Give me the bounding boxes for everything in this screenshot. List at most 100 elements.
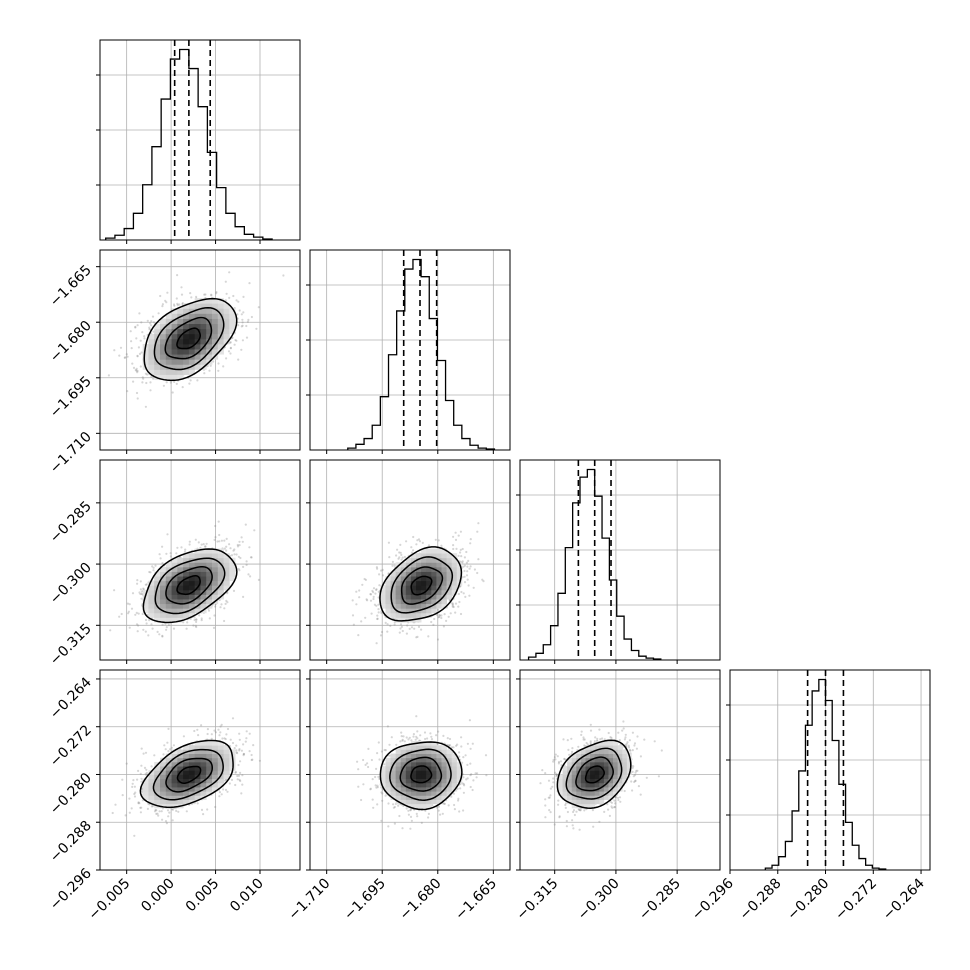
- sample-point: [188, 540, 191, 543]
- density-cell: [183, 566, 190, 572]
- density-cell: [177, 328, 184, 335]
- sample-point: [437, 539, 440, 542]
- sample-point: [241, 324, 244, 327]
- density-cell: [436, 799, 442, 805]
- density-cell: [410, 753, 417, 759]
- density-cell: [217, 585, 224, 591]
- density-cell: [229, 313, 236, 319]
- sample-point: [146, 319, 149, 322]
- sample-point: [175, 382, 178, 385]
- panel-3-0: −0.296−0.288−0.280−0.272−0.264−0.005 0.00…: [47, 669, 301, 923]
- density-cell: [200, 594, 207, 600]
- sample-point: [570, 737, 573, 740]
- density-cell: [160, 364, 167, 370]
- sample-point: [216, 540, 219, 543]
- sample-point: [121, 794, 124, 797]
- density-cell: [206, 571, 213, 577]
- density-cell: [142, 795, 149, 800]
- sample-point: [555, 773, 558, 776]
- density-cell: [436, 753, 442, 759]
- sample-point: [377, 775, 380, 779]
- sample-point: [206, 808, 209, 811]
- sample-point: [158, 633, 161, 636]
- density-cell: [160, 594, 167, 600]
- sample-point: [142, 752, 145, 755]
- density-cell: [194, 745, 201, 750]
- sample-point: [415, 715, 418, 718]
- sample-point: [138, 312, 141, 315]
- sample-point: [152, 377, 155, 380]
- sample-point: [466, 777, 469, 780]
- density-cell: [188, 576, 196, 582]
- density-cell: [426, 599, 432, 605]
- sample-point: [215, 292, 218, 295]
- sample-point: [197, 734, 200, 737]
- density-cell: [405, 566, 412, 572]
- density-cell: [416, 782, 422, 788]
- density-cell: [188, 580, 196, 586]
- sample-point: [236, 545, 240, 548]
- sample-point: [235, 751, 238, 754]
- sample-point: [168, 811, 171, 814]
- density-cell: [154, 349, 161, 355]
- density-cell: [206, 323, 213, 330]
- density-cell: [177, 374, 184, 381]
- sample-point: [633, 744, 636, 747]
- sample-point: [144, 405, 147, 408]
- density-cell: [416, 749, 422, 754]
- sample-point: [229, 547, 232, 550]
- density-cell: [410, 608, 417, 614]
- sample-point: [173, 304, 176, 307]
- sample-point: [451, 605, 454, 608]
- density-cell: [165, 770, 172, 775]
- density-cell: [183, 770, 190, 775]
- density-cell: [142, 787, 149, 792]
- sample-point: [238, 748, 241, 751]
- sample-point: [245, 730, 248, 733]
- sample-point: [631, 731, 635, 734]
- density-cell: [194, 354, 201, 360]
- sample-point: [436, 638, 440, 641]
- sample-point: [352, 623, 355, 626]
- sample-point: [440, 616, 443, 620]
- sample-point: [141, 331, 144, 334]
- density-cell: [456, 571, 463, 577]
- panel-frame: [99, 459, 301, 661]
- contour-3: [389, 748, 452, 801]
- sample-point: [145, 622, 148, 625]
- density-cell: [410, 576, 417, 582]
- sample-point: [463, 784, 466, 787]
- density-cell: [390, 778, 397, 784]
- density-cell: [148, 795, 155, 800]
- sample-point: [462, 756, 465, 759]
- density-cell: [194, 308, 201, 314]
- sample-point: [236, 774, 239, 778]
- sample-point: [219, 725, 222, 728]
- sample-point: [127, 612, 130, 615]
- sample-point: [137, 624, 140, 627]
- density-cell: [451, 562, 458, 568]
- density-cell: [451, 585, 458, 591]
- sample-point: [410, 819, 413, 822]
- sample-point: [146, 807, 149, 811]
- sample-point: [219, 606, 222, 609]
- density-cell: [441, 782, 447, 788]
- density-cell: [183, 745, 190, 750]
- density-cell: [217, 745, 224, 750]
- density-cell: [395, 778, 402, 784]
- density-cell: [405, 791, 412, 796]
- density-cell: [188, 749, 196, 754]
- density-cell: [177, 343, 184, 350]
- sample-point: [469, 747, 472, 750]
- sample-point: [381, 792, 384, 795]
- density-cell: [177, 753, 184, 759]
- sample-point: [229, 341, 232, 344]
- density-cell: [421, 774, 427, 780]
- density-cell: [410, 589, 417, 595]
- sample-point: [476, 571, 479, 575]
- sample-point: [598, 728, 601, 731]
- sample-point: [118, 615, 121, 618]
- sample-point: [149, 389, 152, 392]
- density-cell: [212, 576, 219, 582]
- sample-point: [218, 791, 221, 794]
